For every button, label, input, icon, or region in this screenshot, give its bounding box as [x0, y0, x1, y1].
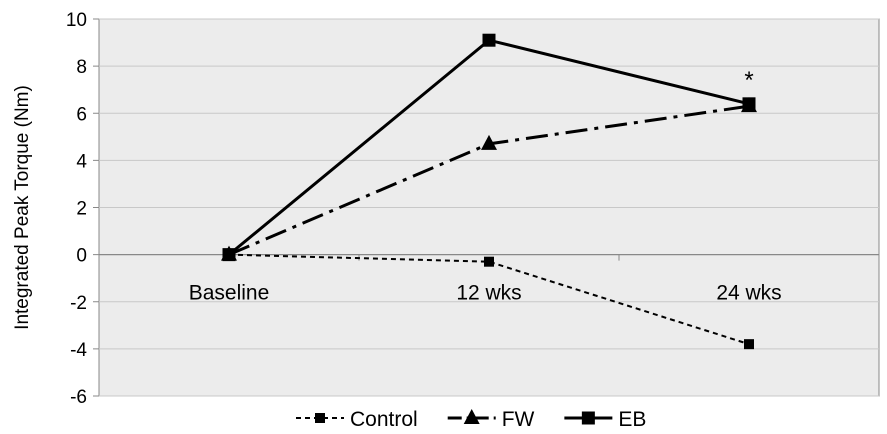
y-tick-label: 4 — [76, 151, 87, 172]
legend-label-control: Control — [350, 408, 418, 431]
data-point-eb — [222, 248, 236, 262]
y-tick-label: 2 — [76, 199, 87, 220]
y-tick-label: -6 — [70, 387, 87, 408]
series-line-control — [228, 253, 750, 346]
y-tick-label: 10 — [66, 10, 87, 31]
y-tick-label: -2 — [70, 293, 87, 314]
data-point-fw — [481, 134, 497, 150]
legend-marker-eb — [581, 411, 595, 425]
series-group — [221, 33, 757, 350]
data-point-eb — [742, 97, 756, 111]
y-tick-label: 0 — [76, 246, 87, 267]
y-tick-label: 6 — [76, 104, 87, 125]
legend-label-eb: EB — [618, 408, 646, 431]
y-axis-label: Integrated Peak Torque (Nm) — [12, 85, 33, 330]
x-tick-label: 12 wks — [456, 282, 521, 305]
data-point-control — [484, 256, 494, 267]
annotations: * — [744, 67, 753, 94]
x-axis-ticks: Baseline 12 wks 24 wks — [98, 254, 880, 305]
data-point-control — [744, 339, 754, 350]
legend: Control FW EB — [296, 408, 646, 431]
legend-marker-control — [315, 413, 325, 423]
y-tick-label: 8 — [76, 57, 87, 78]
x-tick-label: 24 wks — [716, 282, 781, 305]
x-tick-label: Baseline — [189, 282, 270, 305]
data-point-eb — [482, 33, 496, 47]
legend-marker-fw — [463, 409, 480, 424]
y-axis-ticks: -6 -4 -2 0 2 4 6 8 10 — [66, 10, 99, 408]
significance-marker: * — [744, 67, 753, 94]
y-tick-label: -4 — [70, 340, 87, 361]
legend-label-fw: FW — [502, 408, 535, 431]
